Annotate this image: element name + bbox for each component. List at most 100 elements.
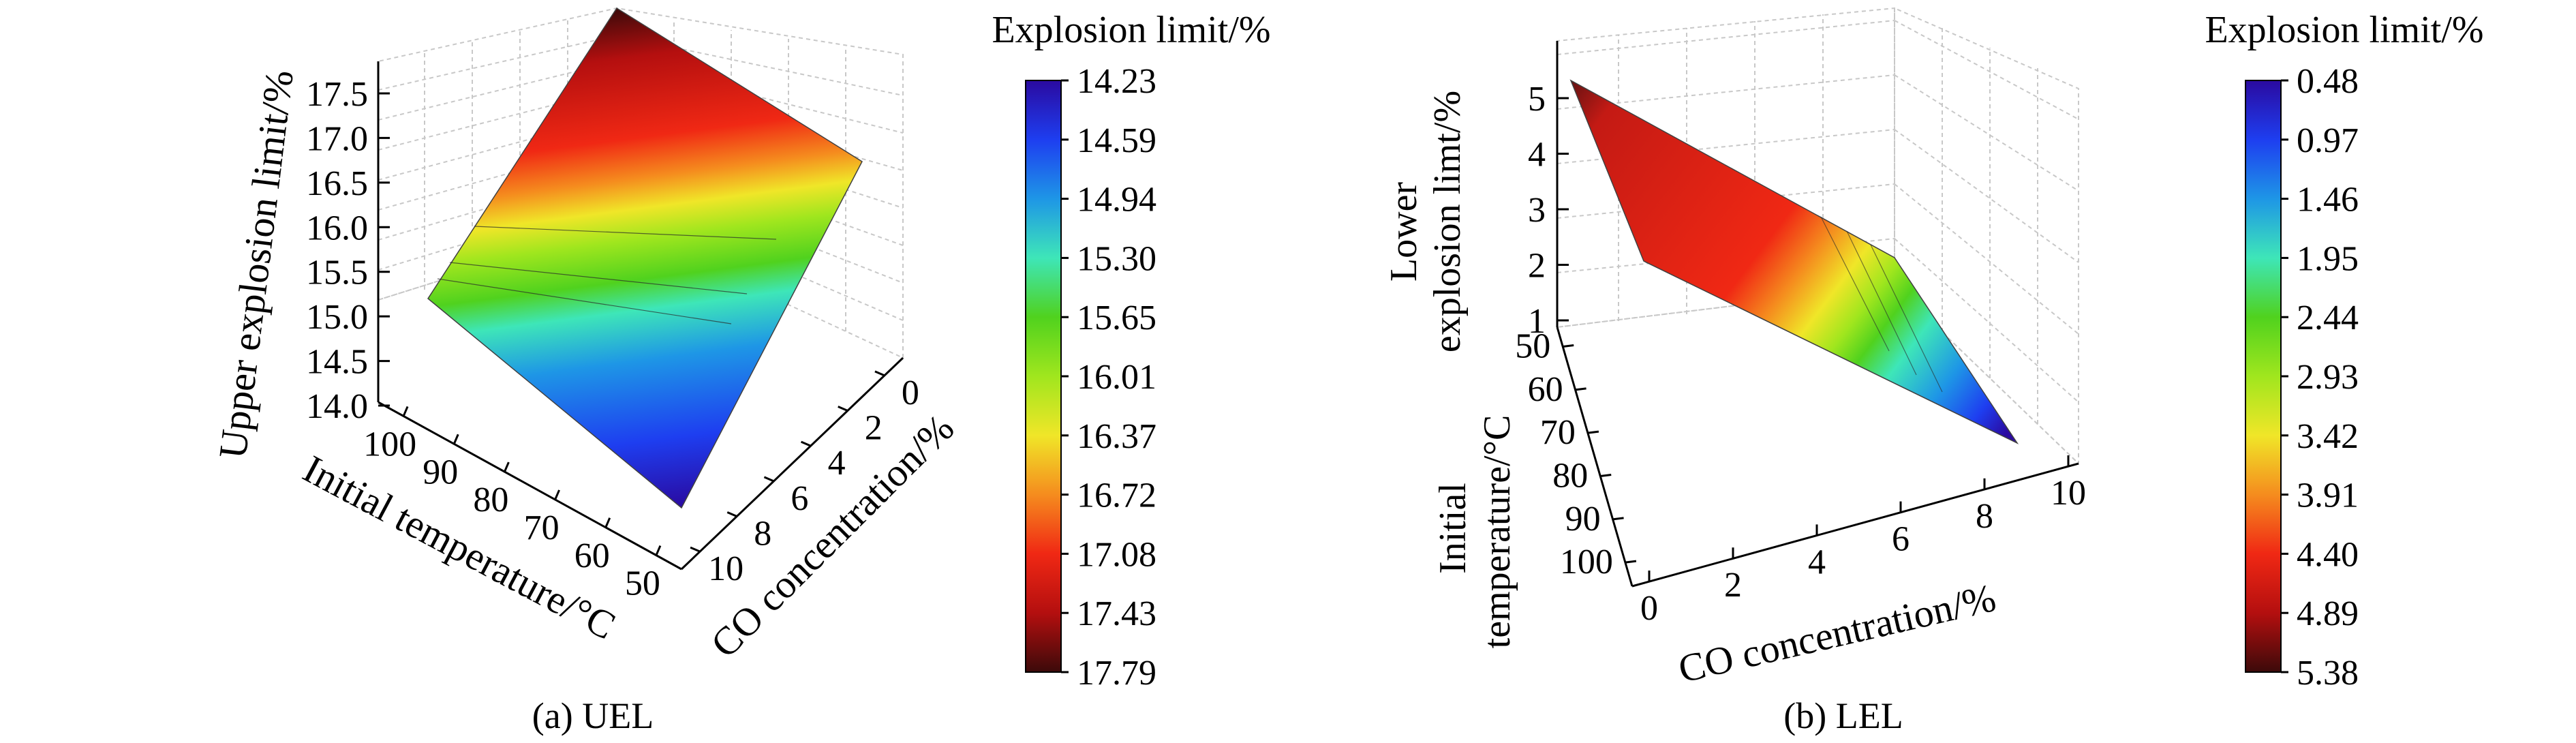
lel-colorbar-title: Explosion limit/%	[2205, 9, 2483, 51]
uel-y-tick	[838, 406, 848, 412]
lel-z-ticks: 1 2 3 4 5	[1528, 80, 1569, 341]
uel-x-tick-label: 60	[574, 536, 610, 575]
lel-y-tick	[1600, 474, 1612, 477]
caption-a: (a) UEL	[532, 695, 654, 736]
lel-y-tick-label: 70	[1540, 413, 1576, 452]
uel-z-tick-label: 15.0	[306, 298, 368, 337]
uel-x-tick-label: 90	[423, 453, 458, 491]
lel-y-tick	[1587, 430, 1599, 434]
lel-colorbar	[2245, 80, 2282, 673]
uel-x-tick	[504, 461, 510, 472]
lel-x-tick-label: 0	[1640, 589, 1658, 628]
uel-x-tick	[604, 517, 611, 528]
lel-colorbar-label: 4.89	[2297, 594, 2359, 633]
uel-y-tick	[874, 370, 885, 377]
uel-y-tick-label: 6	[791, 479, 808, 518]
uel-z-tick-label: 17.5	[306, 75, 368, 114]
lel-x-tick-label: 2	[1724, 566, 1742, 605]
lel-colorbar-label: 0.48	[2297, 62, 2359, 101]
lel-axis-frame	[1556, 41, 2079, 588]
uel-z-tick-label: 14.5	[306, 343, 368, 382]
uel-colorbar-title: Explosion limit/%	[992, 9, 1270, 51]
uel-colorbar-label: 17.43	[1077, 594, 1156, 633]
lel-z-tick-label: 2	[1528, 247, 1546, 286]
lel-x-tick-label: 4	[1808, 543, 1826, 581]
uel-colorbar-label: 17.08	[1077, 535, 1156, 574]
uel-y-tick	[800, 440, 812, 447]
uel-x-tick-label: 70	[524, 509, 559, 547]
uel-y-tick	[726, 511, 737, 517]
uel-x-tick-label: 100	[363, 425, 416, 464]
lel-z-tick-label: 1	[1528, 302, 1546, 341]
uel-y-tick-label: 2	[865, 409, 883, 448]
uel-x-tick	[453, 434, 459, 444]
lel-colorbar-label: 2.44	[2297, 299, 2359, 337]
lel-y-tick-label: 80	[1552, 457, 1588, 496]
uel-y-tick-label: 4	[828, 444, 846, 483]
uel-y-tick-label: 0	[902, 374, 919, 412]
uel-colorbar	[1025, 80, 1062, 673]
lel-x-ticks: 0 2 4 6 8 10	[1640, 455, 2086, 628]
uel-colorbar-label: 14.94	[1077, 181, 1156, 219]
panel-b: 1 2 3 4 5 50 60 70 80 90 100 0 2 4 6 8 10 Lower explos…	[1383, 7, 2484, 736]
lel-y-tick-label: 50	[1515, 327, 1550, 366]
uel-x-tick	[655, 545, 662, 556]
lel-colorbar-label: 0.97	[2297, 121, 2359, 160]
lel-x-tick-label: 6	[1892, 520, 1910, 559]
uel-y-tick	[690, 546, 701, 553]
lel-z-axis-label-line2: explosion limt/%	[1426, 91, 1469, 352]
uel-axis-frame	[377, 61, 904, 571]
uel-x-tick-label: 50	[625, 564, 660, 603]
uel-z-tick-label: 17.0	[306, 119, 368, 158]
uel-y-tick-label: 10	[708, 549, 743, 588]
lel-surface	[1569, 79, 2019, 444]
lel-colorbar-label: 5.38	[2297, 654, 2359, 693]
lel-y-tick	[1612, 517, 1624, 521]
lel-y-axis-label-line2: temperature/°C	[1476, 415, 1518, 649]
lel-z-tick-label: 5	[1528, 80, 1546, 119]
lel-colorbar-label: 2.93	[2297, 358, 2359, 397]
lel-colorbar-label: 1.46	[2297, 181, 2359, 219]
uel-colorbar-label: 15.65	[1077, 299, 1156, 337]
uel-x-tick-label: 80	[473, 481, 508, 519]
uel-z-tick-label: 16.5	[306, 164, 368, 203]
lel-z-axis-label-line1: Lower	[1383, 182, 1425, 282]
uel-colorbar-labels: 14.23 14.59 14.94 15.30 15.65 16.01 16.37 16.72…	[1061, 62, 1156, 693]
uel-y-tick	[763, 476, 775, 483]
lel-colorbar-label: 3.42	[2297, 417, 2359, 456]
lel-y-ticks: 50 60 70 80 90 100	[1515, 327, 1637, 581]
uel-colorbar-label: 16.37	[1077, 417, 1156, 456]
lel-y-tick-label: 90	[1565, 500, 1601, 539]
lel-x-axis-label: CO concentration/%	[1674, 575, 2000, 691]
lel-contour-lines	[1820, 216, 1943, 393]
lel-z-tick-label: 3	[1528, 191, 1546, 230]
uel-colorbar-label: 16.01	[1077, 358, 1156, 397]
lel-y-tick	[1563, 344, 1574, 348]
uel-x-tick	[554, 489, 560, 500]
lel-y-axis-label-line1: Initial	[1432, 483, 1474, 574]
uel-z-axis-label: Upper explosion limit/%	[210, 67, 301, 461]
lel-colorbar-labels: 0.48 0.97 1.46 1.95 2.44 2.93 3.42 3.91 4.40 4.89…	[2281, 62, 2359, 693]
uel-colorbar-label: 15.30	[1077, 239, 1156, 278]
uel-z-ticks: 14.0 14.5 15.0 15.5 16.0 16.5 17.0 17.5	[306, 75, 390, 426]
lel-z-tick-label: 4	[1528, 136, 1546, 175]
uel-colorbar-label: 16.72	[1077, 476, 1156, 515]
lel-x-tick-label: 8	[1976, 497, 1993, 536]
lel-x-tick-label: 10	[2051, 474, 2086, 513]
uel-z-tick-label: 14.0	[306, 387, 368, 426]
caption-b: (b) LEL	[1783, 695, 1903, 736]
lel-y-tick-label: 100	[1560, 543, 1613, 581]
uel-x-tick	[402, 406, 409, 417]
uel-y-tick-label: 8	[754, 515, 771, 554]
uel-contour-lines	[437, 226, 777, 324]
uel-surface	[427, 7, 863, 509]
lel-y-tick-label: 60	[1528, 370, 1563, 409]
lel-colorbar-label: 3.91	[2297, 476, 2359, 515]
panel-a: 14.014.515.015.516.016.517.017.5 1009080…	[210, 7, 1271, 736]
uel-colorbar-label: 14.59	[1077, 121, 1156, 160]
lel-colorbar-label: 1.95	[2297, 239, 2359, 278]
lel-y-tick	[1625, 560, 1637, 564]
uel-z-tick-label: 16.0	[306, 209, 368, 247]
